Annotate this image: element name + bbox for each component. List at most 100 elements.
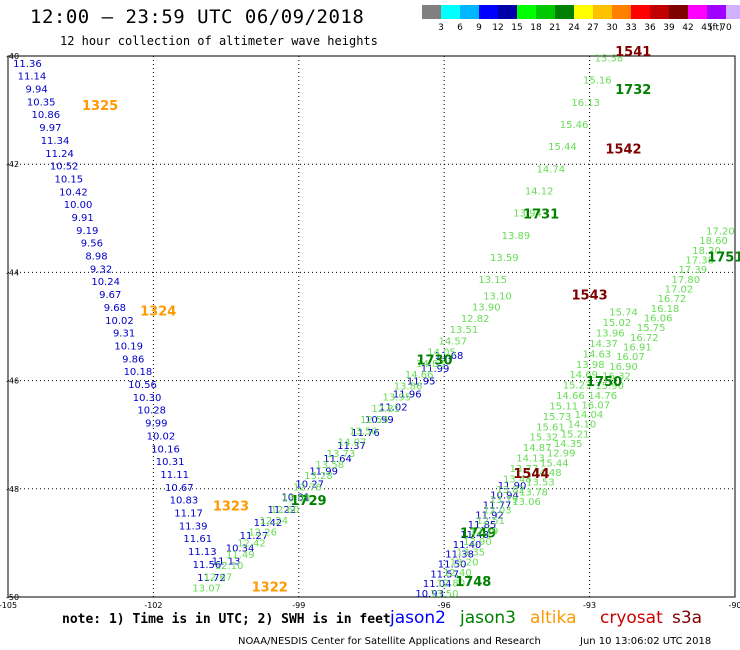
swh-reading: 10.24 xyxy=(91,277,120,288)
lon-tick-label: -90 xyxy=(728,601,740,610)
swh-reading: 11.76 xyxy=(351,428,380,439)
pass-time-label: 1731 xyxy=(523,207,559,222)
legend-swatch xyxy=(498,5,517,19)
legend-tick-label: 45 xyxy=(701,23,713,33)
legend-cryosat: cryosat xyxy=(600,608,663,628)
lat-tick-label: -40 xyxy=(6,52,19,61)
swh-reading: 11.14 xyxy=(18,72,47,83)
swh-reading: 13.48 xyxy=(503,474,532,485)
pass-time-label: 1748 xyxy=(455,575,491,590)
swh-reading: 12.55 xyxy=(360,415,389,426)
swh-reading: 17.39 xyxy=(678,265,707,276)
swh-reading: 11.56 xyxy=(193,560,222,571)
swh-reading: 9.97 xyxy=(39,123,61,134)
pass-time-label: 1543 xyxy=(572,288,608,303)
swh-reading: 13.10 xyxy=(483,291,512,302)
swh-reading: 13.35 xyxy=(456,547,485,558)
swh-reading: 9.56 xyxy=(81,239,103,250)
swh-reading: 15.73 xyxy=(543,412,572,423)
color-legend xyxy=(422,5,740,19)
pass-time-label: 1732 xyxy=(615,83,651,98)
legend-tick-label: 9 xyxy=(476,23,482,33)
swh-reading: 10.30 xyxy=(133,393,162,404)
swh-reading: 11.49 xyxy=(226,550,255,561)
swh-reading: 13.20 xyxy=(450,558,479,569)
lon-tick-label: -99 xyxy=(292,601,305,610)
swh-reading: 10.00 xyxy=(64,200,93,211)
legend-tick-label: 42 xyxy=(682,23,694,33)
swh-reading: 9.91 xyxy=(72,213,94,224)
swh-reading: 10.56 xyxy=(128,380,157,391)
map-title: 12:00 – 23:59 UTC 06/09/2018 xyxy=(30,6,365,28)
swh-reading: 14.83 xyxy=(416,359,445,370)
swh-reading: 15.02 xyxy=(603,318,632,329)
swh-reading: 15.74 xyxy=(609,308,638,319)
swh-reading: 13.28 xyxy=(304,471,333,482)
legend-swatch xyxy=(593,5,612,19)
swh-reading: 10.42 xyxy=(59,187,88,198)
swh-reading: 10.93 xyxy=(415,589,444,600)
swh-reading: 13.89 xyxy=(502,231,531,242)
legend-jason3: jason3 xyxy=(460,608,516,628)
swh-reading: 16.91 xyxy=(623,342,652,353)
swh-reading: 16.72 xyxy=(630,333,659,344)
swh-reading: 17.80 xyxy=(672,275,701,286)
swh-reading: 13.50 xyxy=(349,426,378,437)
swh-reading: 12.99 xyxy=(547,449,576,460)
swh-reading: 14.48 xyxy=(533,468,562,479)
swh-reading: 14.66 xyxy=(405,370,434,381)
swh-reading: 10.15 xyxy=(55,174,84,185)
swh-reading: 12.10 xyxy=(215,561,244,572)
swh-reading: 15.23 xyxy=(563,381,592,392)
swh-reading: 14.12 xyxy=(525,186,554,197)
swh-reading: 11.72 xyxy=(197,573,226,584)
swh-reading: 13.51 xyxy=(450,325,479,336)
swh-reading: 15.21 xyxy=(561,429,590,440)
swh-reading: 12.80 xyxy=(437,579,466,590)
legend-tick-label: 12 xyxy=(492,23,504,33)
legend-swatch xyxy=(422,5,441,19)
swh-reading: 10.02 xyxy=(147,431,176,442)
swh-reading: 14.66 xyxy=(556,391,585,402)
swh-reading: 13.94 xyxy=(513,209,542,220)
lat-tick-label: -46 xyxy=(6,377,19,386)
swh-reading: 11.96 xyxy=(393,390,422,401)
swh-reading: 11.42 xyxy=(254,518,283,529)
legend-tick-label: 3 xyxy=(438,23,444,33)
swh-reading: 11.39 xyxy=(179,521,208,532)
legend-swatch xyxy=(669,5,688,19)
swh-reading: 15.75 xyxy=(637,323,666,334)
legend-swatch xyxy=(479,5,498,19)
swh-reading: 12.60 xyxy=(271,505,300,516)
legend-altika: altika xyxy=(530,608,577,628)
legend-tick-label: 70 xyxy=(720,23,732,33)
lon-tick-label: -96 xyxy=(438,601,451,610)
legend-swatch xyxy=(726,5,740,19)
swh-reading: 11.61 xyxy=(183,534,212,545)
swh-reading: 14.10 xyxy=(568,420,597,431)
legend-tick-label: 33 xyxy=(625,23,637,33)
swh-reading: 14.35 xyxy=(554,439,583,450)
swh-reading: 10.35 xyxy=(27,97,56,108)
legend-swatch xyxy=(612,5,631,19)
pass-time-label: 1542 xyxy=(605,142,641,157)
swh-reading: 13.79 xyxy=(490,495,519,506)
swh-reading: 16.72 xyxy=(658,294,687,305)
swh-reading: 13.86 xyxy=(394,381,423,392)
legend-swatch xyxy=(460,5,479,19)
swh-reading: 10.19 xyxy=(114,341,143,352)
pass-time-label: 1729 xyxy=(290,494,326,509)
map-frame xyxy=(7,55,736,598)
legend-tick-label: 21 xyxy=(549,23,561,33)
swh-reading: 12.81 xyxy=(371,404,400,415)
swh-reading: 9.99 xyxy=(145,419,167,430)
swh-reading: 9.32 xyxy=(90,264,112,275)
swh-reading: 15.61 xyxy=(536,422,565,433)
swh-reading: 11.17 xyxy=(174,509,203,520)
swh-reading: 13.96 xyxy=(596,329,625,340)
lon-tick-label: -93 xyxy=(583,601,596,610)
swh-reading: 13.06 xyxy=(512,497,541,508)
legend-tick-label: 39 xyxy=(663,23,675,33)
